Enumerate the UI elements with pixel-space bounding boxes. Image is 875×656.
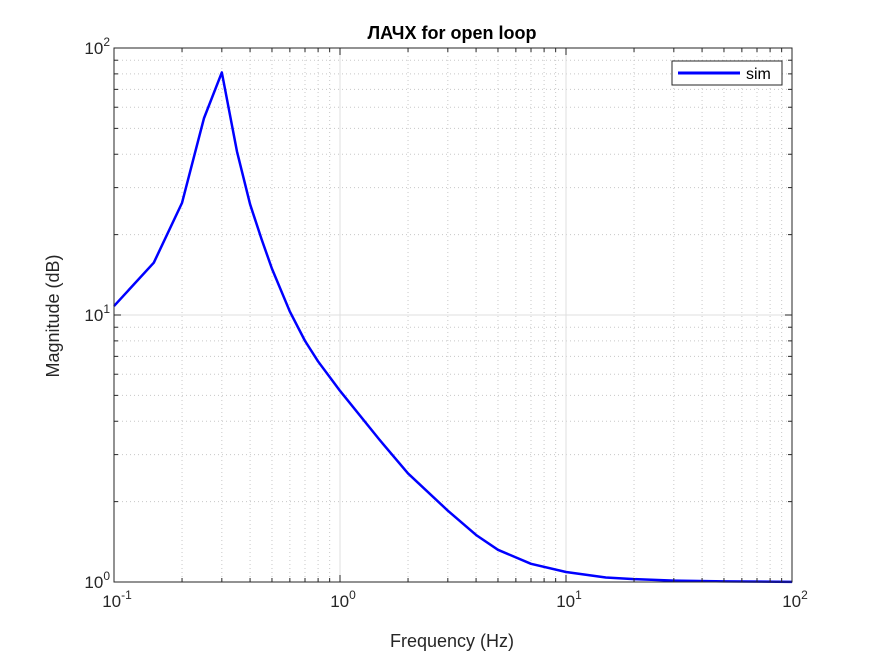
- x-tick-label: 102: [782, 588, 808, 611]
- y-tick-label: 102: [84, 35, 110, 58]
- y-tick-label: 100: [84, 569, 110, 592]
- minor-grid: [114, 48, 792, 582]
- y-tick-label: 101: [84, 302, 110, 325]
- tick-marks: [113, 48, 792, 583]
- chart-title: ЛАЧХ for open loop: [368, 23, 537, 43]
- series-layer: [113, 71, 793, 584]
- x-tick-label: 100: [330, 588, 356, 611]
- x-tick-label: 101: [556, 588, 582, 611]
- series-line-sim: [113, 71, 793, 584]
- legend: sim: [671, 60, 783, 86]
- y-axis-label: Magnitude (dB): [43, 254, 63, 377]
- major-grid: [114, 48, 792, 582]
- legend-label-sim: sim: [746, 66, 771, 83]
- x-tick-labels: 10-1 100 101 102: [102, 588, 808, 611]
- x-tick-label: 10-1: [102, 588, 132, 611]
- y-tick-labels: 100 101 102: [84, 35, 110, 592]
- x-axis-label: Frequency (Hz): [390, 631, 514, 651]
